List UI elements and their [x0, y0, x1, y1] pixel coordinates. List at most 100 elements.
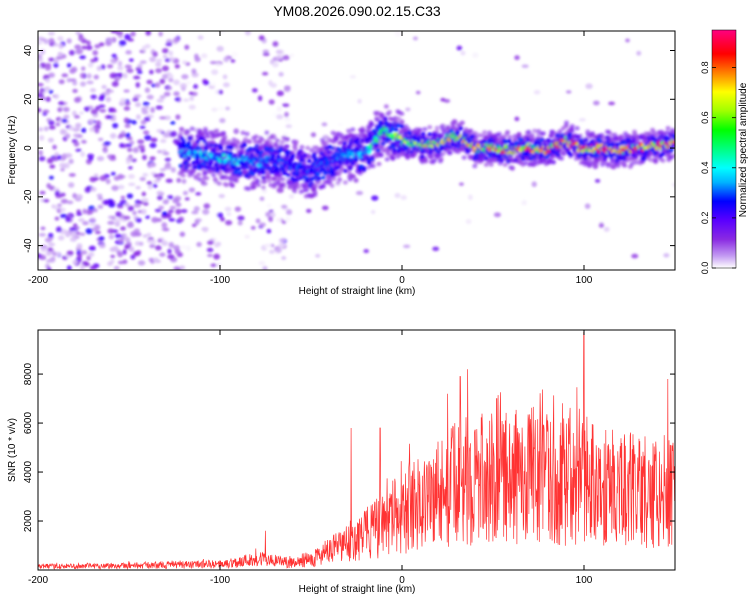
- spectrogram-cell: [355, 190, 364, 196]
- colorbar-tick-label: 0.2: [700, 212, 710, 225]
- spectrogram-cell: [258, 35, 265, 41]
- spectrogram-cell: [133, 250, 139, 257]
- spectrogram-cell: [98, 243, 106, 249]
- spectrogram-cell: [672, 134, 675, 139]
- snr-x-label: Height of straight line (km): [299, 584, 416, 595]
- spectrogram-cell: [45, 251, 52, 257]
- spectrogram-cell: [329, 166, 334, 171]
- spectrogram-cell: [128, 182, 136, 186]
- spectrogram-cell: [222, 74, 228, 80]
- spectrogram-cell: [120, 195, 126, 200]
- spectrogram-cell: [465, 218, 472, 225]
- spectrogram-cell: [389, 127, 395, 132]
- spectrogram-cell: [150, 137, 158, 143]
- spectrogram-cell: [284, 136, 290, 142]
- spectrogram-cell: [213, 241, 220, 248]
- spectrogram-cell: [189, 95, 195, 101]
- spectrogram-cell: [376, 161, 382, 167]
- spectrogram-cell: [149, 69, 154, 75]
- spectrogram-cell: [48, 120, 55, 126]
- spectrogram-cell: [665, 126, 671, 131]
- spectrogram-cell: [316, 180, 322, 185]
- spectrogram-cell: [61, 118, 68, 123]
- spectrogram-cell: [110, 31, 118, 34]
- spectrogram-cell: [255, 178, 261, 183]
- spectrogram-cell: [208, 160, 214, 165]
- spectrogram-cell: [321, 205, 329, 211]
- spectrogram-cell: [38, 233, 46, 237]
- spectrogram-cell: [521, 199, 527, 205]
- spectrogram-cell: [186, 140, 192, 145]
- spectrogram-cell: [146, 232, 152, 237]
- spectrogram-cell: [600, 162, 606, 167]
- spectrogram-cell: [154, 82, 161, 88]
- spectrogram-cell: [306, 154, 312, 160]
- spectrogram-cell: [191, 210, 199, 215]
- spectrogram-cell: [97, 204, 104, 209]
- spectrogram-cell: [63, 162, 70, 169]
- spectrogram-cell: [38, 65, 42, 70]
- colorbar-tick-label: 0.6: [700, 111, 710, 124]
- spectrogram-cell: [38, 40, 43, 45]
- spectrogram-cell: [111, 185, 119, 191]
- spectrogram-cell: [269, 134, 275, 139]
- spectrogram-cell: [600, 134, 606, 140]
- spectrogram-y-label: Frequency (Hz): [7, 116, 18, 185]
- spectrogram-cell: [173, 79, 180, 86]
- spectrogram-cell: [124, 202, 130, 208]
- spectrogram-cell: [648, 157, 654, 163]
- spectrogram-cell: [81, 140, 87, 144]
- spectrogram-cell: [428, 150, 433, 155]
- spectrogram-cell: [122, 249, 127, 255]
- spectrogram-cell: [244, 131, 250, 137]
- spectrogram-cell: [672, 130, 675, 135]
- spectrogram-frame: [37, 30, 676, 271]
- spectrogram-cell: [161, 211, 168, 216]
- spectrogram-cell: [200, 179, 206, 185]
- spectrogram-cell: [74, 114, 80, 119]
- spectrogram-cell: [174, 97, 181, 102]
- spectrogram-cell: [415, 90, 421, 95]
- spectrogram-cell: [335, 181, 341, 186]
- spectrogram-cells: [38, 31, 675, 270]
- spectrogram-cell: [672, 153, 675, 158]
- spectrogram-cell: [128, 174, 135, 179]
- spectrogram-cell: [179, 265, 186, 270]
- spectrogram-image: [38, 31, 675, 270]
- spectrogram-cell: [351, 174, 357, 179]
- spectrogram-cell: [347, 177, 353, 182]
- spectrogram-cell: [49, 164, 56, 169]
- spectrogram-cell: [103, 149, 108, 154]
- spectrogram-cell: [193, 84, 199, 89]
- spectrogram-cell: [268, 99, 275, 105]
- spectrogram-cell: [173, 91, 180, 97]
- spectrogram-cell: [516, 132, 522, 137]
- snr-y-tick-label: 8000: [23, 363, 34, 386]
- spectrogram-cell: [342, 180, 348, 185]
- spectrogram-cell: [199, 136, 204, 141]
- spectrogram-cell: [611, 165, 617, 170]
- spectrogram-cell: [432, 246, 440, 252]
- spectrogram-cell: [194, 219, 200, 226]
- spectrogram-cell: [155, 245, 162, 251]
- spectrogram-cell: [172, 138, 180, 145]
- spectrogram-cell: [191, 223, 197, 228]
- spectrogram-cell: [222, 82, 230, 88]
- spectrogram-cell: [219, 118, 226, 124]
- spectrogram-cell: [400, 195, 407, 201]
- spectrogram-cell: [234, 206, 242, 212]
- spectrogram-cell: [156, 195, 163, 201]
- spectrogram-cell: [110, 254, 116, 259]
- spectrogram-cell: [57, 36, 64, 41]
- spectrogram-cell: [514, 55, 520, 61]
- spectrogram-cell: [603, 226, 610, 232]
- spectrogram-x-tick-label: 0: [399, 275, 405, 286]
- spectrogram-cell: [224, 182, 230, 188]
- colorbar-strip: [711, 29, 737, 269]
- spectrogram-cell: [180, 245, 187, 249]
- spectrogram-cell: [266, 203, 272, 208]
- spectrogram-cell: [75, 122, 82, 129]
- spectrogram-cell: [507, 135, 513, 140]
- spectrogram-cell: [168, 218, 176, 222]
- spectrogram-cell: [90, 94, 97, 100]
